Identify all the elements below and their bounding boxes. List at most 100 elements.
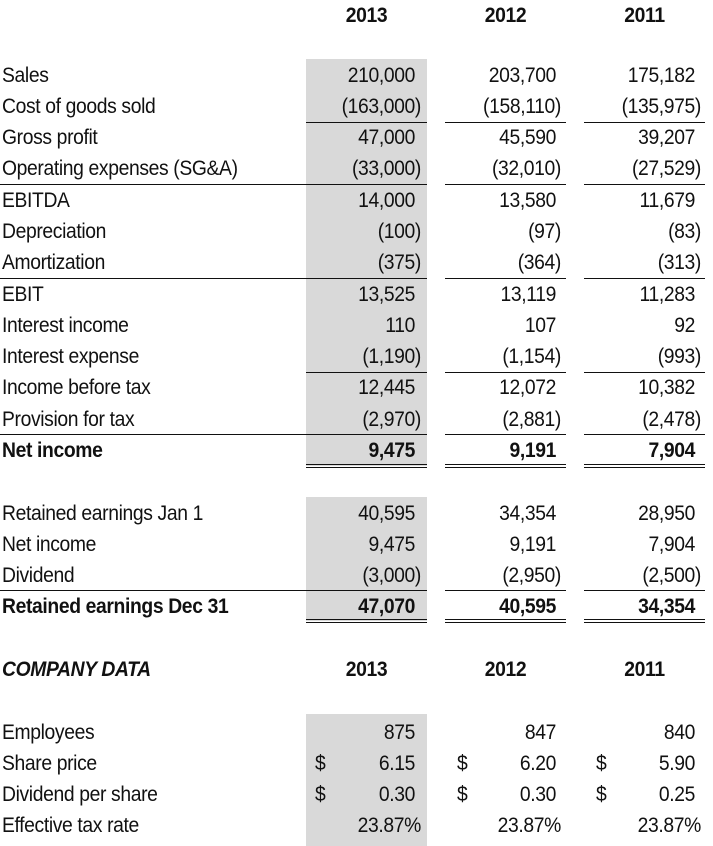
value-ebitda-2013: 14,000 xyxy=(358,189,415,212)
header-year-2013: 2013 xyxy=(345,4,388,27)
value-re-jan-2011: 28,950 xyxy=(638,502,695,525)
header-year-2011: 2011 xyxy=(624,4,665,27)
dollar-sign-share-price-2011: $ xyxy=(596,752,607,775)
value-net-income-2012: 9,191 xyxy=(509,439,556,462)
value-interest-expense-2011: (993) xyxy=(657,345,702,368)
value-ebit-2011: 11,283 xyxy=(639,283,696,306)
value-tax-rate-2011: 23.87% xyxy=(637,814,702,837)
highlight-2013-income xyxy=(306,59,427,466)
value-tax-rate-2013: 23.87% xyxy=(357,814,422,837)
row-label-depreciation: Depreciation xyxy=(2,220,107,243)
value-gross-profit-2013: 47,000 xyxy=(358,126,415,149)
value-re-dec-2012: 40,595 xyxy=(499,595,556,618)
value-net-income-2011: 7,904 xyxy=(648,439,695,462)
value-interest-income-2011: 92 xyxy=(674,314,695,337)
dollar-sign-share-price-2013: $ xyxy=(315,752,326,775)
value-dps-2013: 0.30 xyxy=(378,783,416,806)
value-employees-2012: 847 xyxy=(524,721,557,744)
value-interest-income-2013: 110 xyxy=(385,314,415,337)
value-amortization-2013: (375) xyxy=(377,251,422,274)
value-cogs-2013: (163,000) xyxy=(341,95,422,118)
value-re-dec-2011: 34,354 xyxy=(638,595,695,618)
value-re-net-income-2011: 7,904 xyxy=(648,533,695,556)
value-tax-rate-2012: 23.87% xyxy=(497,814,562,837)
value-dps-2011: 0.25 xyxy=(658,783,696,806)
row-label-gross-profit: Gross profit xyxy=(2,126,98,149)
row-label-cogs: Cost of goods sold xyxy=(2,95,156,118)
value-amortization-2011: (313) xyxy=(657,251,702,274)
company-data-title: COMPANY DATA xyxy=(2,658,151,681)
value-opex-2013: (33,000) xyxy=(351,157,421,180)
value-re-jan-2013: 40,595 xyxy=(358,502,415,525)
value-gross-profit-2012: 45,590 xyxy=(499,126,556,149)
dollar-sign-dps-2013: $ xyxy=(315,783,326,806)
value-sales-2013: 210,000 xyxy=(347,64,416,87)
value-interest-expense-2013: (1,190) xyxy=(362,345,421,368)
row-label-income-before-tax: Income before tax xyxy=(2,376,151,399)
company-header-year-2012: 2012 xyxy=(484,658,527,681)
row-label-retained-earnings-dec-31: Retained earnings Dec 31 xyxy=(2,595,229,618)
value-provision-for-tax-2013: (2,970) xyxy=(362,408,421,431)
highlight-2013-company xyxy=(306,714,427,846)
dollar-sign-dps-2012: $ xyxy=(457,783,468,806)
value-income-before-tax-2011: 10,382 xyxy=(638,376,695,399)
row-label-ebitda: EBITDA xyxy=(2,189,70,212)
value-share-price-2013: 6.15 xyxy=(378,752,416,775)
row-label-interest-income: Interest income xyxy=(2,314,129,337)
row-label-dividend-per-share: Dividend per share xyxy=(2,783,158,806)
value-re-dec-2013: 47,070 xyxy=(358,595,415,618)
value-ebitda-2011: 11,679 xyxy=(639,189,696,212)
value-amortization-2012: (364) xyxy=(517,251,562,274)
value-cogs-2011: (135,975) xyxy=(621,95,702,118)
value-interest-expense-2012: (1,154) xyxy=(502,345,561,368)
value-income-before-tax-2012: 12,072 xyxy=(499,376,556,399)
value-re-jan-2012: 34,354 xyxy=(499,502,556,525)
row-label-share-price: Share price xyxy=(2,752,97,775)
value-depreciation-2012: (97) xyxy=(528,220,561,243)
value-dps-2012: 0.30 xyxy=(519,783,557,806)
value-dividend-2012: (2,950) xyxy=(502,564,561,587)
row-label-net-income: Net income xyxy=(2,439,103,462)
value-share-price-2011: 5.90 xyxy=(658,752,696,775)
value-depreciation-2011: (83) xyxy=(668,220,701,243)
row-label-operating-expenses: Operating expenses (SG&A) xyxy=(2,157,238,180)
row-label-sales: Sales xyxy=(2,64,49,87)
value-share-price-2012: 6.20 xyxy=(519,752,557,775)
value-employees-2011: 840 xyxy=(663,721,696,744)
dollar-sign-share-price-2012: $ xyxy=(457,752,468,775)
row-label-retained-earnings-jan-1: Retained earnings Jan 1 xyxy=(2,502,203,525)
value-dividend-2013: (3,000) xyxy=(362,564,421,587)
value-sales-2012: 203,700 xyxy=(488,64,557,87)
value-ebitda-2012: 13,580 xyxy=(499,189,556,212)
value-employees-2013: 875 xyxy=(383,721,416,744)
row-label-ebit: EBIT xyxy=(2,283,44,306)
value-income-before-tax-2013: 12,445 xyxy=(358,376,415,399)
company-header-year-2011: 2011 xyxy=(624,658,665,681)
value-cogs-2012: (158,110) xyxy=(483,95,561,118)
value-depreciation-2013: (100) xyxy=(377,220,422,243)
value-ebit-2012: 13,119 xyxy=(500,283,557,306)
row-label-effective-tax-rate: Effective tax rate xyxy=(2,814,139,837)
value-gross-profit-2011: 39,207 xyxy=(638,126,695,149)
row-label-amortization: Amortization xyxy=(2,251,105,274)
value-provision-for-tax-2012: (2,881) xyxy=(502,408,561,431)
value-provision-for-tax-2011: (2,478) xyxy=(642,408,701,431)
company-header-year-2013: 2013 xyxy=(345,658,388,681)
value-net-income-2013: 9,475 xyxy=(368,439,415,462)
dollar-sign-dps-2011: $ xyxy=(596,783,607,806)
value-re-net-income-2012: 9,191 xyxy=(509,533,556,556)
row-label-employees: Employees xyxy=(2,721,95,744)
row-label-re-net-income: Net income xyxy=(2,533,97,556)
row-label-dividend: Dividend xyxy=(2,564,75,587)
value-interest-income-2012: 107 xyxy=(524,314,557,337)
highlight-2013-retained xyxy=(306,497,427,621)
row-label-provision-for-tax: Provision for tax xyxy=(2,408,135,431)
header-year-2012: 2012 xyxy=(484,4,527,27)
row-label-interest-expense: Interest expense xyxy=(2,345,139,368)
value-sales-2011: 175,182 xyxy=(627,64,696,87)
value-opex-2012: (32,010) xyxy=(491,157,561,180)
value-opex-2011: (27,529) xyxy=(631,157,701,180)
value-ebit-2013: 13,525 xyxy=(358,283,415,306)
value-re-net-income-2013: 9,475 xyxy=(368,533,415,556)
